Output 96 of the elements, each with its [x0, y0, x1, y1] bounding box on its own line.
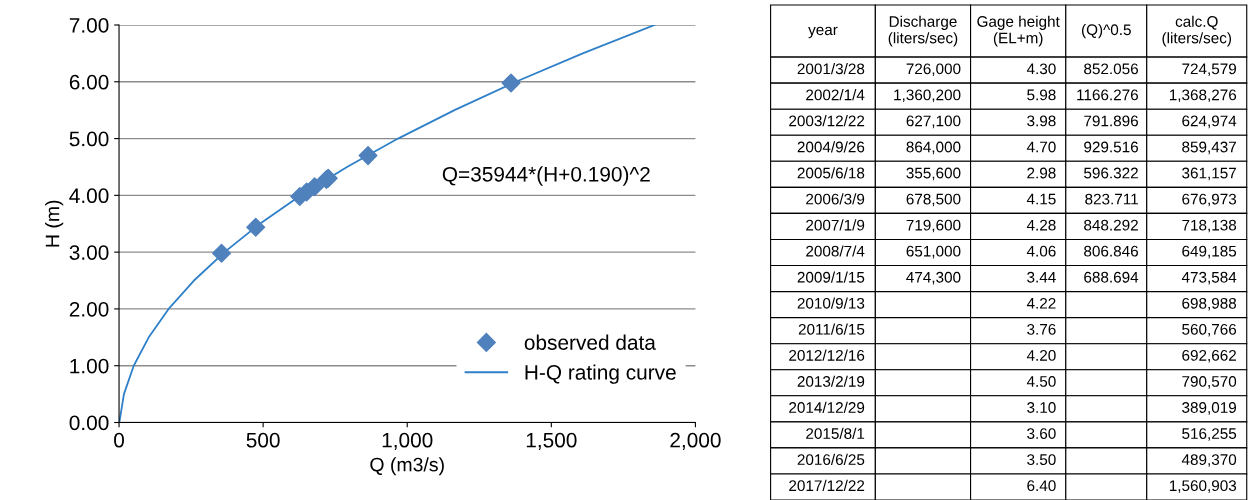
text: 361,157 — [1182, 167, 1236, 181]
y-axis-title: H (m) — [45, 200, 64, 247]
text: 2015/8/1 — [806, 427, 865, 439]
x-tick-label: 1,500 — [526, 432, 577, 450]
text: 718,138 — [1182, 219, 1237, 233]
point — [212, 243, 231, 263]
text: 2.98 — [1027, 167, 1056, 179]
text: 806.846 — [1084, 245, 1138, 257]
text: 864,000 — [906, 141, 961, 155]
text: 4.22 — [1026, 297, 1056, 309]
text: 929.516 — [1084, 141, 1138, 153]
text: 4.15 — [1026, 193, 1056, 205]
y-tick-label: 0.00 — [69, 415, 109, 431]
point — [246, 217, 266, 237]
text: 5.98 — [1027, 89, 1056, 101]
text: 1,368,276 — [1169, 89, 1237, 103]
y-tick-label: 2.00 — [69, 301, 109, 317]
text: 2014/12/29 — [789, 401, 865, 413]
text: 719,600 — [906, 219, 961, 233]
text: 649,185 — [1182, 245, 1237, 259]
point — [358, 146, 378, 166]
y-tick-label: 6.00 — [69, 74, 109, 90]
text: 1166.276 — [1077, 89, 1138, 101]
legend-label: H-Q rating curve — [525, 364, 676, 384]
x-tick-label: 1,000 — [382, 432, 433, 450]
text: 1,360,200 — [894, 89, 961, 103]
text: 516,255 — [1182, 428, 1237, 441]
text: 3.98 — [1027, 115, 1056, 127]
category-label: (Q)^0.5 — [1081, 23, 1131, 39]
text: 2013/2/19 — [797, 375, 865, 387]
text: 3.44 — [1027, 271, 1056, 283]
text: 473,584 — [1181, 271, 1237, 285]
text: 3.76 — [1027, 323, 1056, 335]
text: 651,000 — [906, 245, 961, 259]
text: 4.06 — [1026, 245, 1056, 257]
text: 688.694 — [1084, 271, 1139, 283]
y-tick-label: 3.00 — [69, 245, 109, 260]
text: 4.28 — [1026, 219, 1056, 231]
text: 2017/12/22 — [789, 479, 865, 492]
text: 489,370 — [1181, 454, 1237, 467]
text: 2008/7/4 — [806, 245, 865, 257]
text: 3.60 — [1027, 428, 1056, 439]
text: 4.70 — [1026, 141, 1056, 153]
text: 355,600 — [906, 167, 961, 181]
x-tick-label: 500 — [246, 432, 280, 448]
text: 2001/3/28 — [797, 63, 865, 75]
x-tick-label: 2,000 — [670, 432, 721, 450]
text: 791.896 — [1084, 115, 1138, 127]
annotation: Q=35944*(H+0.190)^2 — [442, 166, 650, 186]
text: 6.40 — [1027, 480, 1056, 492]
legend-label: observed data — [524, 334, 656, 350]
text: 624,974 — [1182, 115, 1237, 129]
text: 2003/12/22 — [789, 115, 865, 127]
text: 2007/1/9 — [806, 219, 865, 231]
text: 4.30 — [1026, 63, 1056, 75]
text: 726,000 — [906, 63, 961, 77]
text: 692,662 — [1182, 349, 1236, 363]
text: 848.292 — [1084, 219, 1138, 231]
x-tick-label: 0 — [114, 432, 125, 448]
text: 2006/3/9 — [806, 193, 865, 205]
x-axis-title: Q (m3/s) — [370, 457, 444, 476]
text: 676,973 — [1182, 193, 1237, 207]
text: 724,579 — [1182, 63, 1237, 77]
text: 3.10 — [1027, 402, 1056, 413]
text: 1,560,903 — [1169, 480, 1237, 493]
text: 4.50 — [1026, 376, 1056, 387]
y-tick-label: 1.00 — [70, 358, 109, 374]
category-label: Discharge (liters/sec) — [888, 15, 958, 47]
text: 560,766 — [1182, 323, 1237, 337]
point — [501, 73, 521, 93]
text: 596.322 — [1084, 167, 1138, 179]
text: 474,300 — [906, 271, 961, 285]
text: 3.50 — [1027, 454, 1056, 466]
text: 2010/9/13 — [797, 297, 865, 309]
text: 678,500 — [906, 193, 961, 207]
text: 698,988 — [1182, 297, 1237, 311]
text: 2009/1/15 — [797, 271, 865, 283]
text: 852.056 — [1084, 63, 1138, 75]
text: 790,570 — [1182, 376, 1237, 389]
text: 859,437 — [1182, 141, 1236, 155]
y-tick-label: 4.00 — [69, 188, 109, 204]
text: 4.20 — [1026, 349, 1056, 361]
text: 627,100 — [906, 115, 961, 129]
text: 823.711 — [1085, 193, 1138, 205]
text: 2012/12/16 — [789, 349, 865, 361]
text: 2016/6/25 — [797, 453, 865, 466]
y-tick-label: 7.00 — [69, 18, 109, 33]
category-label: calc.Q (liters/sec) — [1162, 15, 1232, 47]
text: 2011/6/15 — [798, 323, 865, 335]
text: 2005/6/18 — [797, 167, 865, 179]
y-tick-label: 5.00 — [69, 131, 109, 147]
text: 2002/1/4 — [806, 89, 865, 101]
category-label: year — [808, 26, 838, 39]
text: 2004/9/26 — [797, 141, 865, 153]
category-label: Gage height (EL+m) — [977, 15, 1060, 47]
text: 389,019 — [1182, 402, 1237, 415]
